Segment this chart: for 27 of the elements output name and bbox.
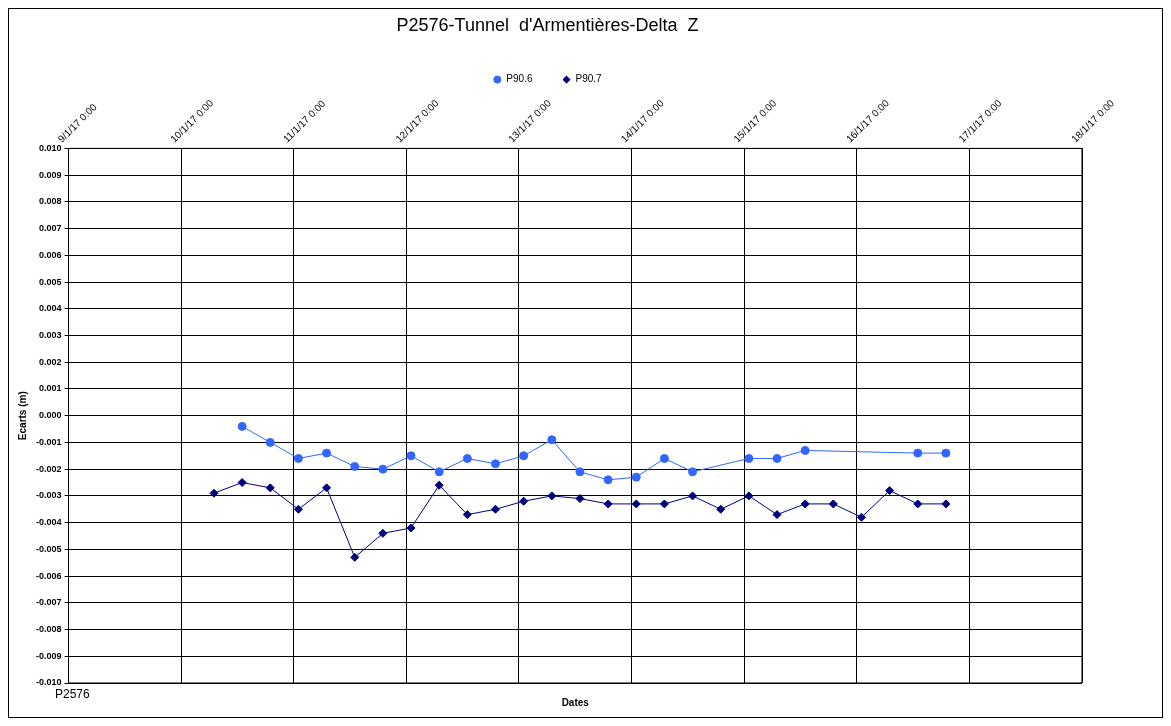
y-tick-label: 0.005 — [38, 276, 62, 287]
y-tick-label: 0.006 — [38, 249, 62, 260]
y-tick-label: -0.001 — [35, 436, 62, 447]
y-tick-label: -0.010 — [35, 677, 62, 688]
legend-label: P90.7 — [575, 73, 603, 85]
y-tick-label: -0.004 — [35, 517, 62, 528]
y-tick-label: 0.010 — [38, 142, 62, 153]
y-axis-title: Ecarts (m) — [16, 391, 28, 441]
legend-label: P90.6 — [506, 73, 533, 85]
y-tick-label: 0.004 — [38, 303, 62, 314]
chart-title: P2576-Tunnel d'Armentières-Delta Z — [396, 14, 699, 35]
y-tick-label: -0.003 — [35, 490, 62, 501]
y-tick-label: 0.000 — [38, 410, 62, 421]
y-tick-label: 0.007 — [38, 223, 62, 234]
y-tick-label: 0.002 — [38, 356, 62, 367]
y-tick-label: 0.009 — [38, 169, 62, 180]
text: P2576 — [55, 687, 91, 702]
x-axis-title: Dates — [561, 696, 590, 708]
y-tick-label: -0.006 — [35, 570, 62, 581]
y-tick-label: -0.007 — [35, 597, 62, 608]
y-tick-label: -0.009 — [35, 650, 62, 661]
y-tick-label: 0.008 — [38, 196, 62, 207]
y-tick-label: -0.005 — [35, 543, 62, 554]
y-tick-label: 0.003 — [38, 330, 62, 340]
y-tick-label: 0.001 — [38, 383, 62, 394]
y-tick-label: -0.002 — [35, 463, 62, 474]
y-tick-label: -0.008 — [35, 624, 62, 635]
